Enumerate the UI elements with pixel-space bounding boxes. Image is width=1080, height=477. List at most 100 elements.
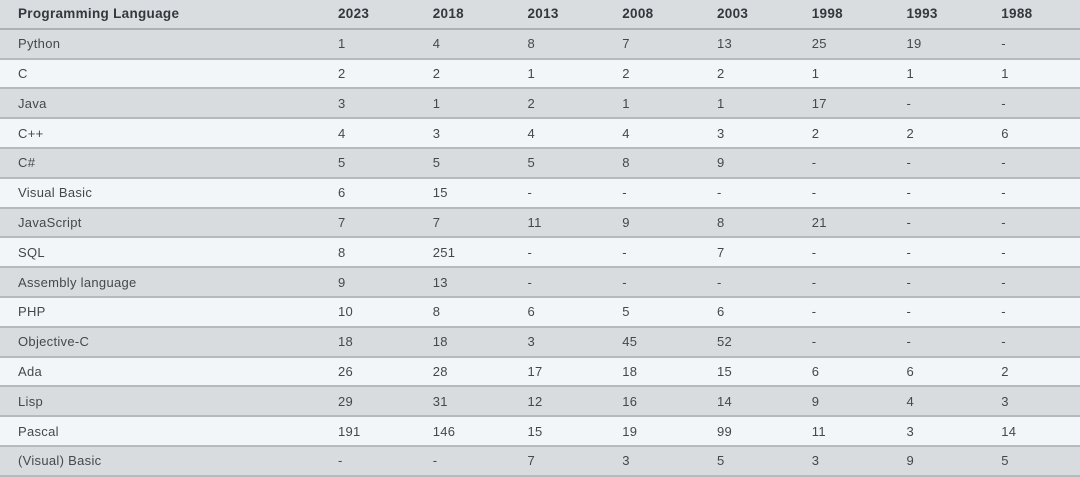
table-row: Lisp 29 31 12 16 14 9 4 3 bbox=[0, 386, 1080, 418]
rank-cell: 15 bbox=[511, 416, 607, 447]
rank-cell: 7 bbox=[606, 28, 701, 60]
rank-cell: - bbox=[985, 147, 1080, 179]
rank-cell: - bbox=[890, 326, 986, 358]
rank-cell: 11 bbox=[511, 207, 607, 239]
rank-cell: 2 bbox=[795, 118, 891, 149]
table-row: Assembly language 9 13- - - - - - bbox=[0, 267, 1080, 298]
rank-cell: 6 bbox=[701, 296, 796, 328]
rank-cell: - bbox=[890, 147, 986, 179]
rank-cell: - bbox=[606, 267, 701, 298]
rank-cell: 11 bbox=[795, 416, 891, 447]
rank-cell: 4 bbox=[606, 118, 701, 149]
rank-cell: 3 bbox=[795, 445, 891, 477]
language-cell: C++ bbox=[0, 118, 322, 149]
rank-cell: 251 bbox=[416, 237, 512, 269]
rank-cell: - bbox=[985, 296, 1080, 328]
table-row: JavaScript 7 7 11 9 8 21- - bbox=[0, 207, 1080, 239]
rank-cell: 146 bbox=[416, 416, 512, 447]
language-cell: Visual Basic bbox=[0, 177, 322, 209]
rank-cell: 12 bbox=[511, 386, 607, 418]
rank-cell: 6 bbox=[511, 296, 607, 328]
language-cell: Python bbox=[0, 28, 322, 60]
rank-cell: 7 bbox=[416, 207, 512, 239]
rank-cell: - bbox=[322, 445, 417, 477]
column-header-year: 2013 bbox=[511, 0, 607, 30]
rank-cell: 3 bbox=[890, 416, 986, 447]
column-header-year: 1988 bbox=[985, 0, 1080, 30]
rank-cell: 1 bbox=[322, 28, 417, 60]
rank-cell: - bbox=[985, 267, 1080, 298]
rank-cell: 15 bbox=[701, 356, 796, 388]
rank-cell: - bbox=[795, 326, 891, 358]
rank-cell: - bbox=[795, 177, 891, 209]
rank-cell: - bbox=[606, 237, 701, 269]
rank-cell: 8 bbox=[701, 207, 796, 239]
rank-cell: 3 bbox=[606, 445, 701, 477]
rank-cell: 7 bbox=[511, 445, 607, 477]
rank-cell: 15 bbox=[416, 177, 512, 209]
rank-cell: 7 bbox=[322, 207, 417, 239]
language-cell: SQL bbox=[0, 237, 322, 269]
table-row: C++ 4 3 4 4 3 2 2 6 bbox=[0, 118, 1080, 149]
rank-cell: 9 bbox=[795, 386, 891, 418]
language-cell: JavaScript bbox=[0, 207, 322, 239]
rank-cell: 13 bbox=[701, 28, 796, 60]
rank-cell: 13 bbox=[416, 267, 512, 298]
column-header-year: 2018 bbox=[416, 0, 512, 30]
rank-cell: - bbox=[416, 445, 512, 477]
rank-cell: - bbox=[890, 207, 986, 239]
rank-cell: - bbox=[985, 207, 1080, 239]
rank-cell: 52 bbox=[701, 326, 796, 358]
header-row: Programming Language 2023 2018 2013 2008 2003… bbox=[0, 0, 1080, 30]
rank-cell: 21 bbox=[795, 207, 891, 239]
rank-cell: 1 bbox=[795, 58, 891, 90]
rank-cell: 1 bbox=[606, 88, 701, 120]
rank-cell: - bbox=[701, 267, 796, 298]
rank-cell: 3 bbox=[985, 386, 1080, 418]
language-cell: (Visual) Basic bbox=[0, 445, 322, 477]
rank-cell: 9 bbox=[701, 147, 796, 179]
rank-cell: 18 bbox=[416, 326, 512, 358]
rank-cell: 5 bbox=[701, 445, 796, 477]
rank-cell: 5 bbox=[416, 147, 512, 179]
rank-cell: - bbox=[890, 237, 986, 269]
column-header-year: 1998 bbox=[795, 0, 891, 30]
rank-cell: 2 bbox=[701, 58, 796, 90]
rank-cell: 17 bbox=[511, 356, 607, 388]
rank-cell: 2 bbox=[985, 356, 1080, 388]
language-cell: PHP bbox=[0, 296, 322, 328]
rank-cell: 19 bbox=[606, 416, 701, 447]
column-header-language: Programming Language bbox=[0, 0, 322, 30]
language-cell: Ada bbox=[0, 356, 322, 388]
language-cell: C bbox=[0, 58, 322, 90]
rank-cell: 1 bbox=[890, 58, 986, 90]
rank-cell: 4 bbox=[322, 118, 417, 149]
rank-cell: 6 bbox=[890, 356, 986, 388]
rank-cell: 6 bbox=[322, 177, 417, 209]
rank-cell: 45 bbox=[606, 326, 701, 358]
rank-cell: 8 bbox=[606, 147, 701, 179]
rank-cell: 2 bbox=[890, 118, 986, 149]
rank-cell: 18 bbox=[322, 326, 417, 358]
rank-cell: 16 bbox=[606, 386, 701, 418]
rank-cell: 1 bbox=[985, 58, 1080, 90]
table-row: Visual Basic 6 15- - - - - - bbox=[0, 177, 1080, 209]
rank-cell: 2 bbox=[416, 58, 512, 90]
table-row: (Visual) Basic - -7 3 5 3 9 5 bbox=[0, 445, 1080, 477]
rank-cell: - bbox=[795, 237, 891, 269]
rank-cell: 19 bbox=[890, 28, 986, 60]
rank-cell: 6 bbox=[795, 356, 891, 388]
table-row: C# 5 5 5 8 9- - - bbox=[0, 147, 1080, 179]
rank-cell: 14 bbox=[985, 416, 1080, 447]
table-row: Objective-C 18 18 3 45 52- - - bbox=[0, 326, 1080, 358]
rank-cell: 99 bbox=[701, 416, 796, 447]
rank-cell: 5 bbox=[511, 147, 607, 179]
rank-cell: - bbox=[795, 147, 891, 179]
rank-cell: 28 bbox=[416, 356, 512, 388]
rank-cell: 8 bbox=[416, 296, 512, 328]
rank-cell: 4 bbox=[890, 386, 986, 418]
rank-cell: 2 bbox=[606, 58, 701, 90]
rank-cell: - bbox=[606, 177, 701, 209]
rank-cell: - bbox=[701, 177, 796, 209]
